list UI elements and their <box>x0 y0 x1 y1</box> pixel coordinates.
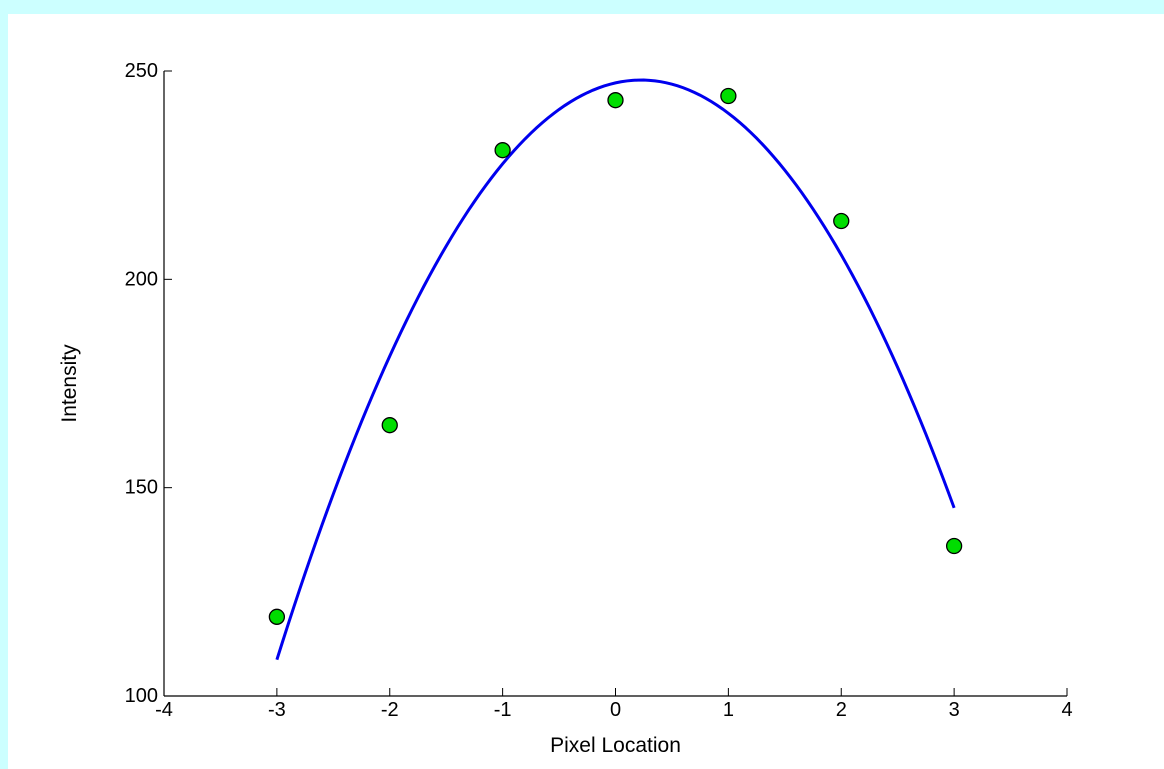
axis-text: Pixel Location Intensity <box>58 344 681 757</box>
data-point <box>720 87 737 105</box>
fit-curve <box>275 78 956 661</box>
x-tick-label: -4 <box>155 699 173 721</box>
data-point <box>494 142 511 159</box>
x-tick-label: -1 <box>494 699 512 721</box>
y-axis-label: Intensity <box>58 344 81 423</box>
data-point <box>607 92 624 109</box>
data-point <box>381 417 398 434</box>
x-tick-label: 3 <box>949 699 960 721</box>
y-tick-label: 200 <box>125 268 158 290</box>
y-tick-label: 250 <box>125 60 158 82</box>
x-axis-label: Pixel Location <box>550 734 681 757</box>
x-tick-label: 0 <box>610 699 621 721</box>
axes: -4 -3 -2 -1 0 1 2 3 4 100 150 200 250 <box>125 60 1073 721</box>
x-tick-label: 4 <box>1061 699 1072 721</box>
x-tick-label: 1 <box>723 699 734 721</box>
data-point <box>945 537 963 555</box>
x-tick-label: -3 <box>268 699 286 721</box>
figure-panel: -4 -3 -2 -1 0 1 2 3 4 100 150 200 250 Pixel Location… <box>8 14 1164 769</box>
data-point <box>268 608 286 625</box>
x-tick-label: -2 <box>381 699 399 721</box>
data-point <box>833 212 850 230</box>
y-tick-label: 100 <box>125 685 158 707</box>
plot-series <box>268 78 963 661</box>
x-tick-label: 2 <box>836 699 847 721</box>
y-tick-label: 150 <box>125 477 158 499</box>
chart: -4 -3 -2 -1 0 1 2 3 4 100 150 200 250 Pixel Location… <box>58 60 1073 757</box>
